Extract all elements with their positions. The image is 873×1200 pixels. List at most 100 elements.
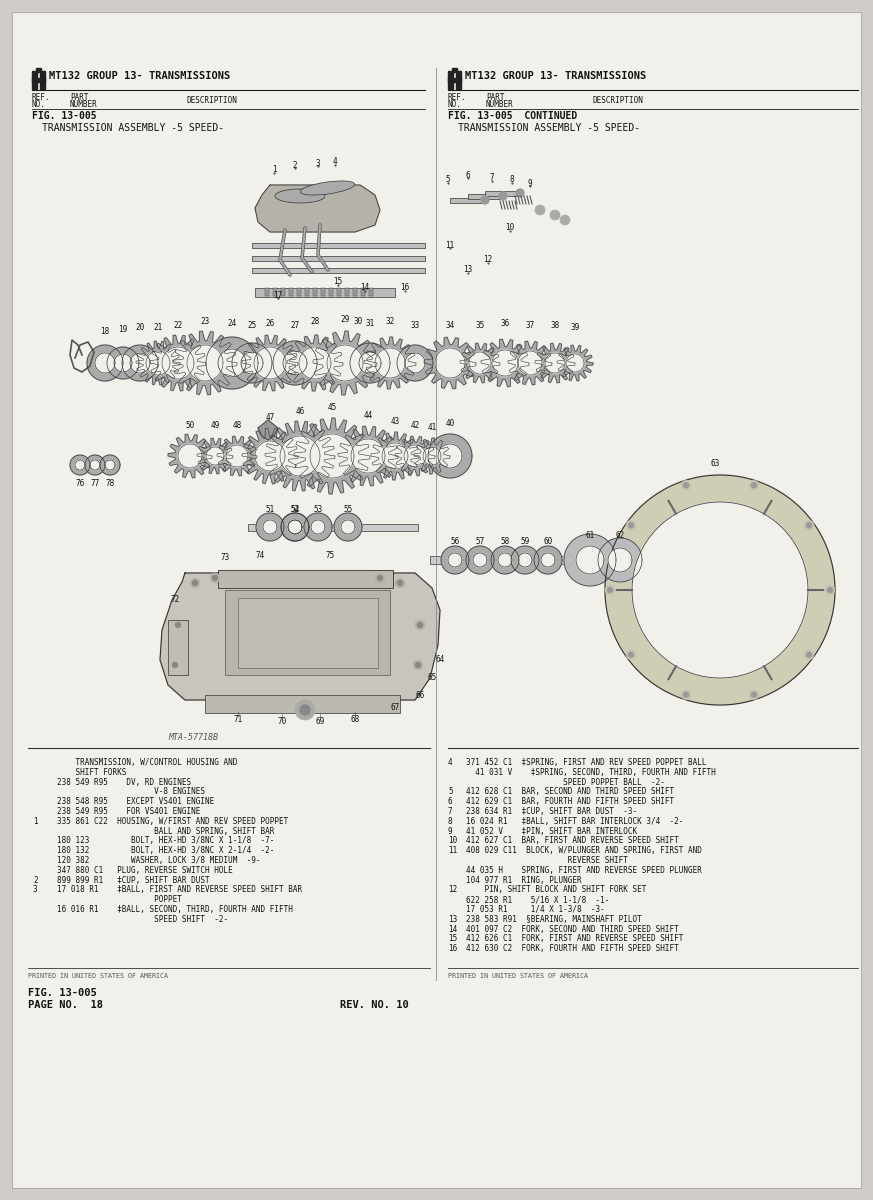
- Polygon shape: [197, 438, 233, 474]
- Bar: [329, 288, 333, 296]
- Ellipse shape: [300, 181, 354, 196]
- Circle shape: [295, 700, 315, 720]
- Polygon shape: [226, 445, 248, 467]
- Text: 16 016 R1    ‡BALL, SECOND, THIRD, FOURTH AND FIFTH: 16 016 R1 ‡BALL, SECOND, THIRD, FOURTH A…: [57, 905, 292, 914]
- Text: 21: 21: [154, 324, 162, 332]
- Circle shape: [550, 210, 560, 220]
- Text: 1: 1: [33, 817, 38, 826]
- Text: REF.: REF.: [448, 92, 466, 102]
- Circle shape: [684, 482, 689, 488]
- Polygon shape: [206, 448, 224, 464]
- Text: FIG. 13-005: FIG. 13-005: [28, 988, 97, 998]
- Text: BALL AND SPRING, SHIFT BAR: BALL AND SPRING, SHIFT BAR: [57, 827, 274, 835]
- Text: 71: 71: [233, 715, 243, 725]
- Polygon shape: [150, 335, 206, 391]
- Text: 10: 10: [448, 836, 457, 845]
- Text: 14: 14: [448, 924, 457, 934]
- Text: 65: 65: [428, 673, 436, 683]
- Text: 238 634 R1  ‡CUP, SHIFT BAR DUST  -3-: 238 634 R1 ‡CUP, SHIFT BAR DUST -3-: [466, 806, 637, 816]
- Polygon shape: [518, 553, 532, 566]
- Circle shape: [681, 690, 691, 700]
- Text: TRANSMISSION ASSEMBLY -5 SPEED-: TRANSMISSION ASSEMBLY -5 SPEED-: [42, 122, 224, 133]
- Text: 13: 13: [464, 265, 472, 275]
- Polygon shape: [265, 421, 335, 491]
- Polygon shape: [206, 337, 258, 389]
- Polygon shape: [281, 514, 309, 541]
- Polygon shape: [545, 353, 565, 373]
- Circle shape: [684, 692, 689, 697]
- Text: SPEED POPPET BALL  -2-: SPEED POPPET BALL -2-: [466, 778, 665, 787]
- Polygon shape: [256, 514, 284, 541]
- Polygon shape: [469, 352, 491, 374]
- Polygon shape: [283, 352, 307, 374]
- Text: 17 053 R1     1/4 X 1-3/8  -3-: 17 053 R1 1/4 X 1-3/8 -3-: [466, 905, 605, 914]
- Text: 70: 70: [278, 718, 286, 726]
- Text: 180 123         BOLT, HEX-HD 3/8NC X 1-1/8  -7-: 180 123 BOLT, HEX-HD 3/8NC X 1-1/8 -7-: [57, 836, 274, 845]
- Polygon shape: [424, 337, 476, 389]
- Text: TRANSMISSION, W/CONTROL HOUSING AND: TRANSMISSION, W/CONTROL HOUSING AND: [57, 758, 237, 767]
- Bar: [36, 68, 41, 72]
- Polygon shape: [341, 520, 355, 534]
- Text: 16 024 R1   ‡BALL, SHIFT BAR INTERLOCK 3/4  -2-: 16 024 R1 ‡BALL, SHIFT BAR INTERLOCK 3/4…: [466, 817, 684, 826]
- Text: MTA-57718B: MTA-57718B: [168, 733, 218, 742]
- Text: 412 626 C1  FORK, FIRST AND REVERSE SPEED SHIFT: 412 626 C1 FORK, FIRST AND REVERSE SPEED…: [466, 935, 684, 943]
- Text: 11: 11: [445, 240, 455, 250]
- Text: 401 097 C2  FORK, SECOND AND THIRD SPEED SHIFT: 401 097 C2 FORK, SECOND AND THIRD SPEED …: [466, 924, 678, 934]
- Text: 3: 3: [33, 886, 38, 894]
- Text: 69: 69: [315, 718, 325, 726]
- Text: 14: 14: [361, 283, 369, 293]
- Polygon shape: [242, 428, 298, 484]
- Text: MT132 GROUP 13- TRANSMISSIONS: MT132 GROUP 13- TRANSMISSIONS: [465, 71, 646, 80]
- Circle shape: [416, 662, 421, 667]
- Text: 34: 34: [445, 320, 455, 330]
- Bar: [448, 71, 453, 89]
- Text: SHIFT FORKS: SHIFT FORKS: [57, 768, 127, 776]
- Text: 7: 7: [448, 806, 452, 816]
- Polygon shape: [511, 546, 539, 574]
- Circle shape: [516, 188, 524, 197]
- Text: 12: 12: [448, 886, 457, 894]
- Bar: [361, 288, 365, 296]
- Text: DESCRIPTION: DESCRIPTION: [187, 96, 237, 104]
- Polygon shape: [498, 553, 512, 566]
- Polygon shape: [281, 514, 309, 541]
- Text: 15: 15: [448, 935, 457, 943]
- Polygon shape: [508, 341, 552, 385]
- Polygon shape: [75, 460, 85, 470]
- Text: 8: 8: [448, 817, 452, 826]
- Circle shape: [752, 692, 757, 697]
- Polygon shape: [438, 444, 462, 468]
- Text: 55: 55: [343, 505, 353, 515]
- Polygon shape: [241, 352, 263, 374]
- Bar: [313, 288, 317, 296]
- Polygon shape: [491, 546, 519, 574]
- Polygon shape: [350, 343, 390, 383]
- Text: 16: 16: [401, 283, 409, 293]
- Polygon shape: [564, 534, 616, 586]
- Circle shape: [807, 652, 812, 658]
- Text: 77: 77: [91, 479, 100, 487]
- Bar: [289, 288, 293, 296]
- Polygon shape: [95, 353, 115, 373]
- Bar: [305, 288, 309, 296]
- Circle shape: [415, 620, 425, 630]
- Text: POPPET: POPPET: [57, 895, 182, 904]
- Bar: [225, 451, 430, 461]
- Polygon shape: [258, 420, 278, 440]
- Text: 24: 24: [227, 318, 237, 328]
- Bar: [369, 288, 373, 296]
- Circle shape: [481, 196, 489, 204]
- Bar: [485, 191, 520, 196]
- Polygon shape: [232, 343, 272, 383]
- Polygon shape: [100, 455, 120, 475]
- Text: NO.: NO.: [32, 100, 46, 109]
- Bar: [32, 78, 45, 82]
- Polygon shape: [90, 460, 100, 470]
- Polygon shape: [492, 350, 518, 376]
- Circle shape: [535, 205, 545, 215]
- Text: 20: 20: [135, 324, 145, 332]
- Text: 50: 50: [185, 421, 195, 431]
- Polygon shape: [435, 348, 465, 378]
- Text: 31: 31: [366, 319, 375, 329]
- Text: 11: 11: [448, 846, 457, 856]
